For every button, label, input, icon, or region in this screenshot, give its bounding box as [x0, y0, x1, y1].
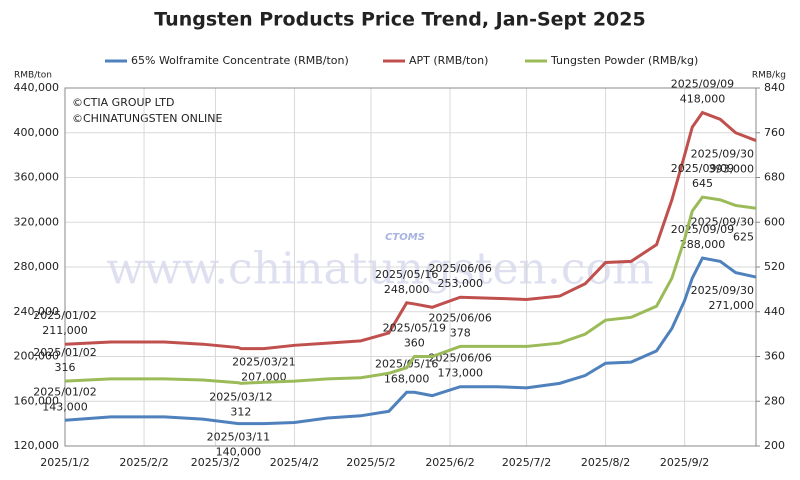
y2-tick-label: 360	[764, 350, 785, 363]
x-tick-label: 2025/6/2	[425, 456, 474, 469]
y-tick-label: 280,000	[14, 260, 60, 273]
date-label: 2025/01/02	[33, 346, 96, 359]
value-label: 140,000	[216, 446, 262, 459]
date-label: 2025/03/21	[232, 356, 295, 369]
y2-tick-label: 280	[764, 394, 785, 407]
y-tick-label: 360,000	[14, 171, 60, 184]
value-label: 645	[692, 177, 713, 190]
y-tick-label: 200,000	[14, 350, 60, 363]
y-tick-label: 320,000	[14, 215, 60, 228]
date-label: 2025/09/30	[691, 215, 754, 228]
y2-tick-label: 840	[764, 81, 785, 94]
value-label: 316	[55, 361, 76, 374]
series-line	[64, 195, 757, 385]
y-unit: RMB/ton	[14, 71, 52, 81]
y2-tick-label: 440	[764, 305, 785, 318]
date-label: 2025/03/12	[209, 390, 272, 403]
legend-label: APT (RMB/ton)	[409, 54, 488, 67]
value-label: 625	[733, 230, 754, 243]
legend-label: Tungsten Powder (RMB/kg)	[550, 54, 698, 67]
x-tick-label: 2025/9/2	[660, 456, 709, 469]
x-tick-label: 2025/5/2	[346, 456, 395, 469]
x-tick-label: 2025/3/2	[191, 456, 240, 469]
value-label: 143,000	[42, 400, 88, 413]
y-tick-label: 160,000	[14, 394, 60, 407]
value-label: 168,000	[384, 372, 430, 385]
x-tick-label: 2025/4/2	[270, 456, 319, 469]
value-label: 360	[404, 337, 425, 350]
value-label: 253,000	[437, 277, 483, 290]
series-line	[64, 110, 757, 351]
value-label: 288,000	[680, 238, 726, 251]
chart-title: Tungsten Products Price Trend, Jan-Sept …	[154, 9, 645, 31]
y2-tick-label: 520	[764, 260, 785, 273]
series-line	[64, 256, 757, 426]
date-label: 2025/09/09	[671, 162, 734, 175]
value-label: 173,000	[437, 367, 483, 380]
y2-unit: RMB/kg	[752, 71, 786, 81]
date-label: 2025/06/06	[429, 311, 492, 324]
date-label: 2025/09/30	[691, 148, 754, 161]
date-label: 2025/01/02	[33, 309, 96, 322]
date-label: 2025/05/19	[383, 322, 446, 335]
value-label: 271,000	[709, 299, 755, 312]
y2-tick-label: 200	[764, 439, 785, 452]
x-tick-label: 2025/2/2	[119, 456, 168, 469]
date-label: 2025/09/09	[671, 78, 734, 91]
watermark-logo: CTOMS	[385, 232, 425, 243]
y2-tick-label: 760	[764, 126, 785, 139]
plot-frame	[64, 87, 757, 447]
copyright: ©CHINATUNGSTEN ONLINE	[72, 112, 222, 125]
value-label: 393,000	[709, 163, 755, 176]
value-label: 312	[230, 405, 251, 418]
y2-tick-label: 680	[764, 171, 785, 184]
y-tick-label: 440,000	[14, 81, 60, 94]
value-label: 211,000	[42, 324, 88, 337]
date-label: 2025/06/06	[429, 262, 492, 275]
legend-label: 65% Wolframite Concentrate (RMB/ton)	[131, 54, 349, 67]
date-label: 2025/06/06	[429, 352, 492, 365]
y2-tick-label: 600	[764, 215, 785, 228]
date-label: 2025/01/02	[33, 385, 96, 398]
x-tick-label: 2025/1/2	[40, 456, 89, 469]
date-label: 2025/09/30	[691, 284, 754, 297]
date-label: 2025/05/16	[375, 357, 438, 370]
date-label: 2025/03/11	[207, 431, 270, 444]
value-label: 378	[450, 326, 471, 339]
x-tick-label: 2025/8/2	[581, 456, 630, 469]
watermark: www.chinatungsten.com	[106, 244, 653, 295]
date-label: 2025/05/16	[375, 268, 438, 281]
copyright: ©CTIA GROUP LTD	[72, 96, 174, 109]
x-tick-label: 2025/7/2	[502, 456, 551, 469]
value-label: 248,000	[384, 283, 430, 296]
y-tick-label: 120,000	[14, 439, 60, 452]
y-tick-label: 240,000	[14, 305, 60, 318]
y-tick-label: 400,000	[14, 126, 60, 139]
value-label: 418,000	[680, 93, 726, 106]
